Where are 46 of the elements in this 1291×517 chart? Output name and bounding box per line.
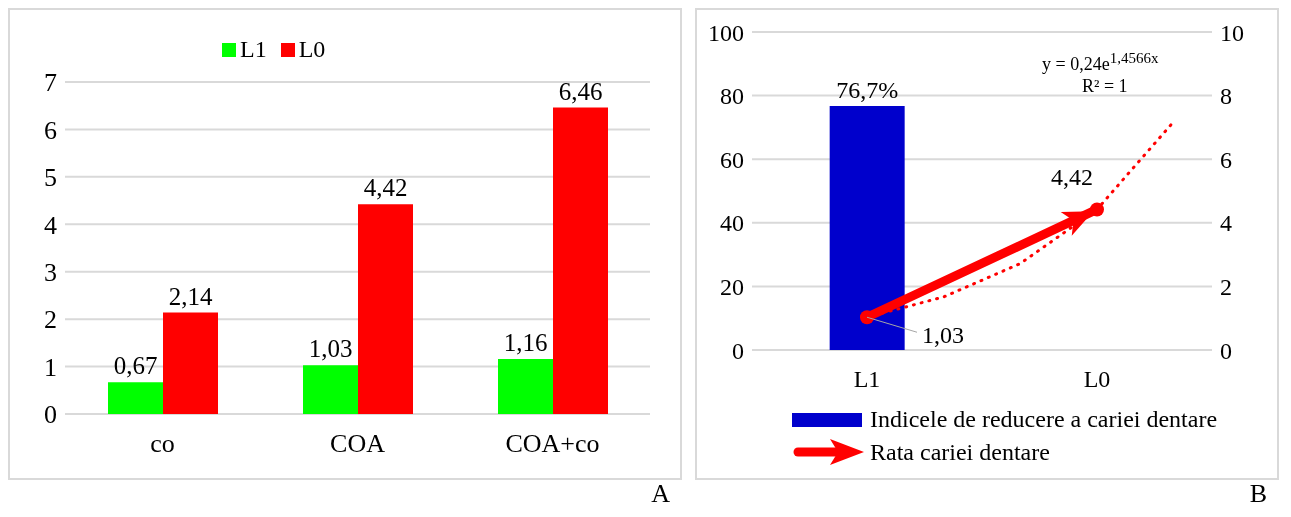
y-tick-label: 0 <box>44 400 57 430</box>
text: B <box>1249 479 1267 508</box>
data-label: 1,03 <box>922 322 964 349</box>
data-label: 1,03 <box>308 335 353 363</box>
x-tick-label: COA+co <box>505 429 600 459</box>
y-tick-label: 1 <box>44 352 57 382</box>
y-tick-label: 0 <box>732 337 744 364</box>
text: A <box>651 479 670 508</box>
y-tick-label: 5 <box>44 163 57 193</box>
y2-tick-label: 10 <box>1220 19 1244 46</box>
x-tick-label: COA <box>330 429 386 459</box>
annotation: y = 0,24e$^{1,4566x}$ <box>1042 50 1159 75</box>
bar <box>108 382 163 414</box>
data-label: 4,42 <box>363 174 408 202</box>
y2-tick-label: 8 <box>1220 83 1232 110</box>
y2-tick-label: 6 <box>1220 146 1232 173</box>
bar <box>358 204 413 414</box>
data-label: 0,67 <box>113 352 158 380</box>
y-tick-label: 80 <box>720 83 744 110</box>
y2-tick-label: 2 <box>1220 273 1232 300</box>
y-tick-label: 20 <box>720 273 744 300</box>
y2-tick-label: 0 <box>1220 337 1232 364</box>
data-label: 6,46 <box>558 77 603 105</box>
data-label: 2,14 <box>168 282 213 310</box>
y-tick-label: 3 <box>44 257 57 287</box>
y-tick-label: 60 <box>720 146 744 173</box>
legend-label: L1 <box>240 36 267 63</box>
legend-label: Rata cariei dentare <box>870 438 1050 466</box>
y-tick-label: 2 <box>44 305 57 335</box>
x-tick-label: co <box>150 429 175 459</box>
legend-label: L0 <box>298 36 326 63</box>
bar <box>498 358 553 414</box>
y-tick-label: 6 <box>44 115 57 145</box>
legend-label: Indicele de reducere a cariei dentare <box>870 406 1218 433</box>
data-label: 76,7% <box>836 77 899 104</box>
bar <box>303 365 358 414</box>
data-label: 1,16 <box>503 328 548 356</box>
y-tick-label: 40 <box>720 210 744 237</box>
bar <box>553 107 608 414</box>
annotation: R² = 1 <box>1082 76 1128 97</box>
bar <box>163 312 218 414</box>
y-tick-label: 7 <box>44 68 57 98</box>
y-tick-label: 100 <box>708 19 744 46</box>
data-label: 4,42 <box>1051 164 1093 191</box>
y2-tick-label: 4 <box>1220 210 1232 237</box>
y-tick-label: 4 <box>44 210 57 240</box>
